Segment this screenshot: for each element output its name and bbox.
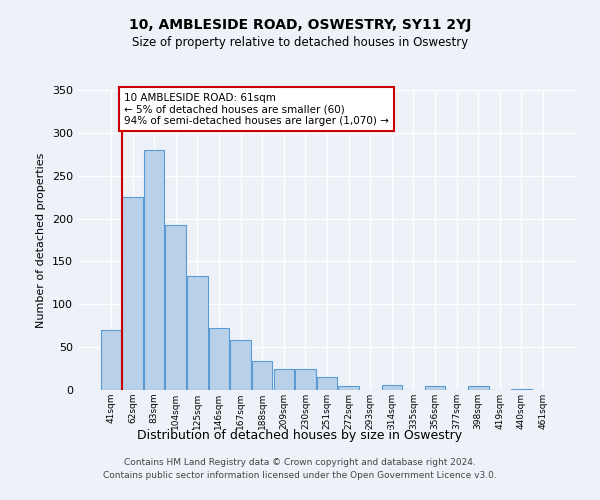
- Bar: [425, 386, 445, 390]
- Bar: [382, 385, 402, 390]
- Bar: [252, 361, 272, 390]
- Bar: [338, 386, 359, 390]
- Bar: [274, 368, 294, 390]
- Text: Distribution of detached houses by size in Oswestry: Distribution of detached houses by size …: [137, 428, 463, 442]
- Bar: [187, 276, 208, 390]
- Bar: [230, 340, 251, 390]
- Text: 10 AMBLESIDE ROAD: 61sqm
← 5% of detached houses are smaller (60)
94% of semi-de: 10 AMBLESIDE ROAD: 61sqm ← 5% of detache…: [124, 92, 389, 126]
- Bar: [317, 377, 337, 390]
- Y-axis label: Number of detached properties: Number of detached properties: [37, 152, 46, 328]
- Bar: [101, 330, 121, 390]
- Bar: [295, 368, 316, 390]
- Text: 10, AMBLESIDE ROAD, OSWESTRY, SY11 2YJ: 10, AMBLESIDE ROAD, OSWESTRY, SY11 2YJ: [129, 18, 471, 32]
- Bar: [144, 150, 164, 390]
- Text: Size of property relative to detached houses in Oswestry: Size of property relative to detached ho…: [132, 36, 468, 49]
- Text: Contains public sector information licensed under the Open Government Licence v3: Contains public sector information licen…: [103, 472, 497, 480]
- Bar: [166, 224, 186, 390]
- Text: Contains HM Land Registry data © Crown copyright and database right 2024.: Contains HM Land Registry data © Crown c…: [124, 458, 476, 467]
- Bar: [511, 389, 532, 390]
- Bar: [468, 386, 488, 390]
- Bar: [122, 197, 143, 390]
- Bar: [209, 328, 229, 390]
